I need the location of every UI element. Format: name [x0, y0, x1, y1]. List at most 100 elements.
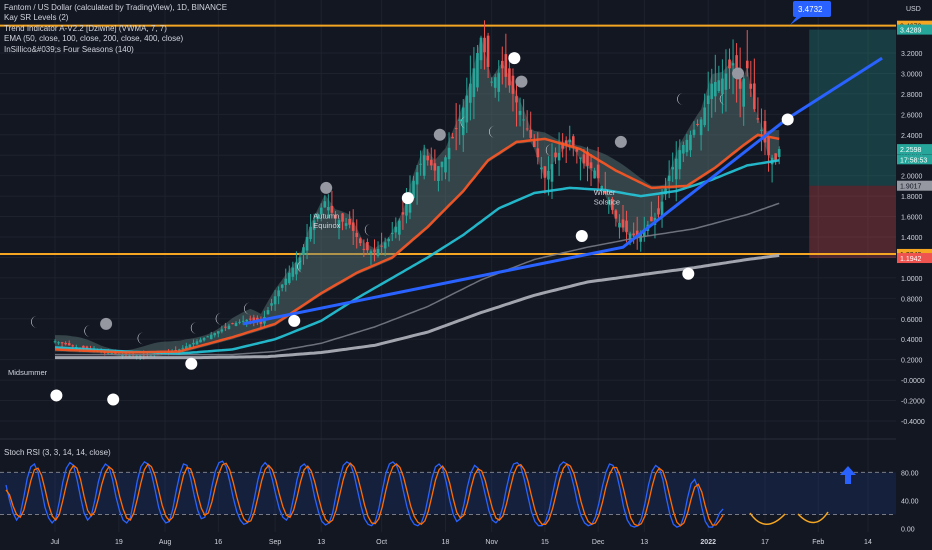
- trendline-path: [242, 56, 883, 326]
- candle-body: [217, 331, 220, 334]
- candle-body: [472, 68, 476, 98]
- candle-body: [508, 68, 511, 86]
- candle-body: [554, 152, 557, 158]
- candle-body: [760, 129, 763, 131]
- candle-body: [373, 249, 376, 253]
- time-tick-label: 19: [115, 539, 123, 546]
- candle-body: [440, 161, 444, 168]
- candle-body: [383, 242, 387, 249]
- candle-body: [632, 233, 635, 236]
- candle-body: [763, 121, 767, 143]
- position-box[interactable]: [809, 29, 896, 259]
- candle-body: [735, 55, 738, 76]
- candle-body: [344, 223, 348, 226]
- candle-body: [728, 59, 731, 69]
- candle-body: [213, 333, 217, 336]
- price-tick-label: 0.8000: [901, 296, 923, 303]
- candle-body: [430, 159, 433, 166]
- time-axis[interactable]: Jul 19 Aug 16 Sep 13 Oct 18 Nov 15 Dec 13 2022 17 Feb 1…: [0, 532, 932, 550]
- candle-body: [618, 223, 621, 228]
- callout-text: 3.4732: [798, 5, 823, 14]
- candle-body: [330, 205, 334, 213]
- candle-body: [621, 219, 625, 228]
- candle-body: [447, 147, 451, 160]
- full-moon-icon: [288, 314, 301, 327]
- candle-body: [355, 232, 359, 237]
- candle-body: [341, 213, 344, 222]
- candle-body: [295, 262, 298, 275]
- candle-body: [490, 81, 493, 83]
- season-label: Midsummer: [8, 368, 48, 377]
- candle-body: [547, 170, 550, 180]
- highlight-arc: [797, 511, 829, 524]
- candle-body: [529, 129, 532, 138]
- candle-body: [667, 175, 671, 182]
- candle-body: [586, 151, 589, 166]
- candle-body: [682, 145, 685, 154]
- candle-body: [756, 118, 760, 120]
- candle-body: [611, 198, 614, 210]
- candle-body: [128, 355, 131, 357]
- candle-body: [625, 220, 628, 232]
- sr-levels: [0, 24, 896, 255]
- price-tick-label: 0.2000: [901, 358, 923, 365]
- new-moon-icon: [614, 135, 627, 148]
- candle-body: [401, 212, 405, 215]
- rsi-tick-label: 0.00: [901, 526, 915, 533]
- candle-body: [302, 247, 305, 255]
- candle-body: [465, 95, 469, 123]
- candle-body: [277, 290, 280, 297]
- price-label-text: 2.2598: [900, 147, 922, 154]
- ema400-line: [55, 253, 780, 360]
- candle-body: [579, 157, 582, 159]
- stoch-rsi-pane: [0, 460, 896, 528]
- stoch-rsi-k-line: [5, 460, 724, 528]
- time-tick-label: 13: [640, 539, 648, 546]
- price-label-bg: [897, 180, 932, 191]
- candle-body: [557, 152, 561, 161]
- price-label-text: 17:58:53: [900, 157, 927, 164]
- price-axis[interactable]: USD3.20003.00002.80002.60002.40002.20002…: [896, 0, 932, 550]
- candle-body: [483, 37, 486, 53]
- trendline[interactable]: [242, 56, 883, 326]
- candle-body: [628, 233, 632, 241]
- candle-body: [603, 190, 607, 194]
- candles: [53, 20, 781, 361]
- candle-body: [561, 142, 564, 149]
- candle-body: [643, 228, 646, 237]
- candle-body: [706, 95, 710, 105]
- position-loss-zone: [809, 185, 896, 259]
- candle-body: [270, 303, 273, 306]
- candle-body: [454, 128, 458, 130]
- candle-body: [433, 163, 437, 171]
- candle-body: [486, 35, 490, 67]
- time-tick-label: Nov: [485, 539, 498, 546]
- candle-body: [536, 148, 540, 158]
- grid-main: [0, 0, 896, 532]
- time-tick-label: 2022: [700, 539, 716, 546]
- candle-body: [241, 320, 245, 322]
- candle-body: [444, 157, 447, 173]
- price-tick-label: 2.0000: [901, 174, 923, 181]
- candle-body: [497, 72, 501, 92]
- candle-body: [206, 336, 209, 338]
- candle-body: [714, 81, 717, 97]
- candle-body: [71, 345, 75, 347]
- candle-body: [57, 342, 60, 344]
- stoch-rsi-legend[interactable]: Stoch RSI (3, 3, 14, 14, close): [4, 448, 111, 457]
- candle-body: [305, 237, 309, 251]
- price-tick-label: 1.8000: [901, 194, 923, 201]
- candle-body: [518, 110, 522, 116]
- candle-body: [699, 119, 703, 136]
- candle-body: [596, 164, 600, 179]
- full-moon-icon: [107, 393, 120, 406]
- time-tick-label: 14: [864, 539, 872, 546]
- price-label-text: 1.1942: [900, 256, 922, 263]
- full-moon-icon: [185, 357, 198, 370]
- candle-body: [380, 245, 383, 247]
- candle-body: [67, 343, 71, 346]
- candle-body: [309, 226, 312, 239]
- candle-body: [469, 83, 472, 103]
- candle-body: [319, 207, 323, 215]
- candle-body: [252, 317, 256, 321]
